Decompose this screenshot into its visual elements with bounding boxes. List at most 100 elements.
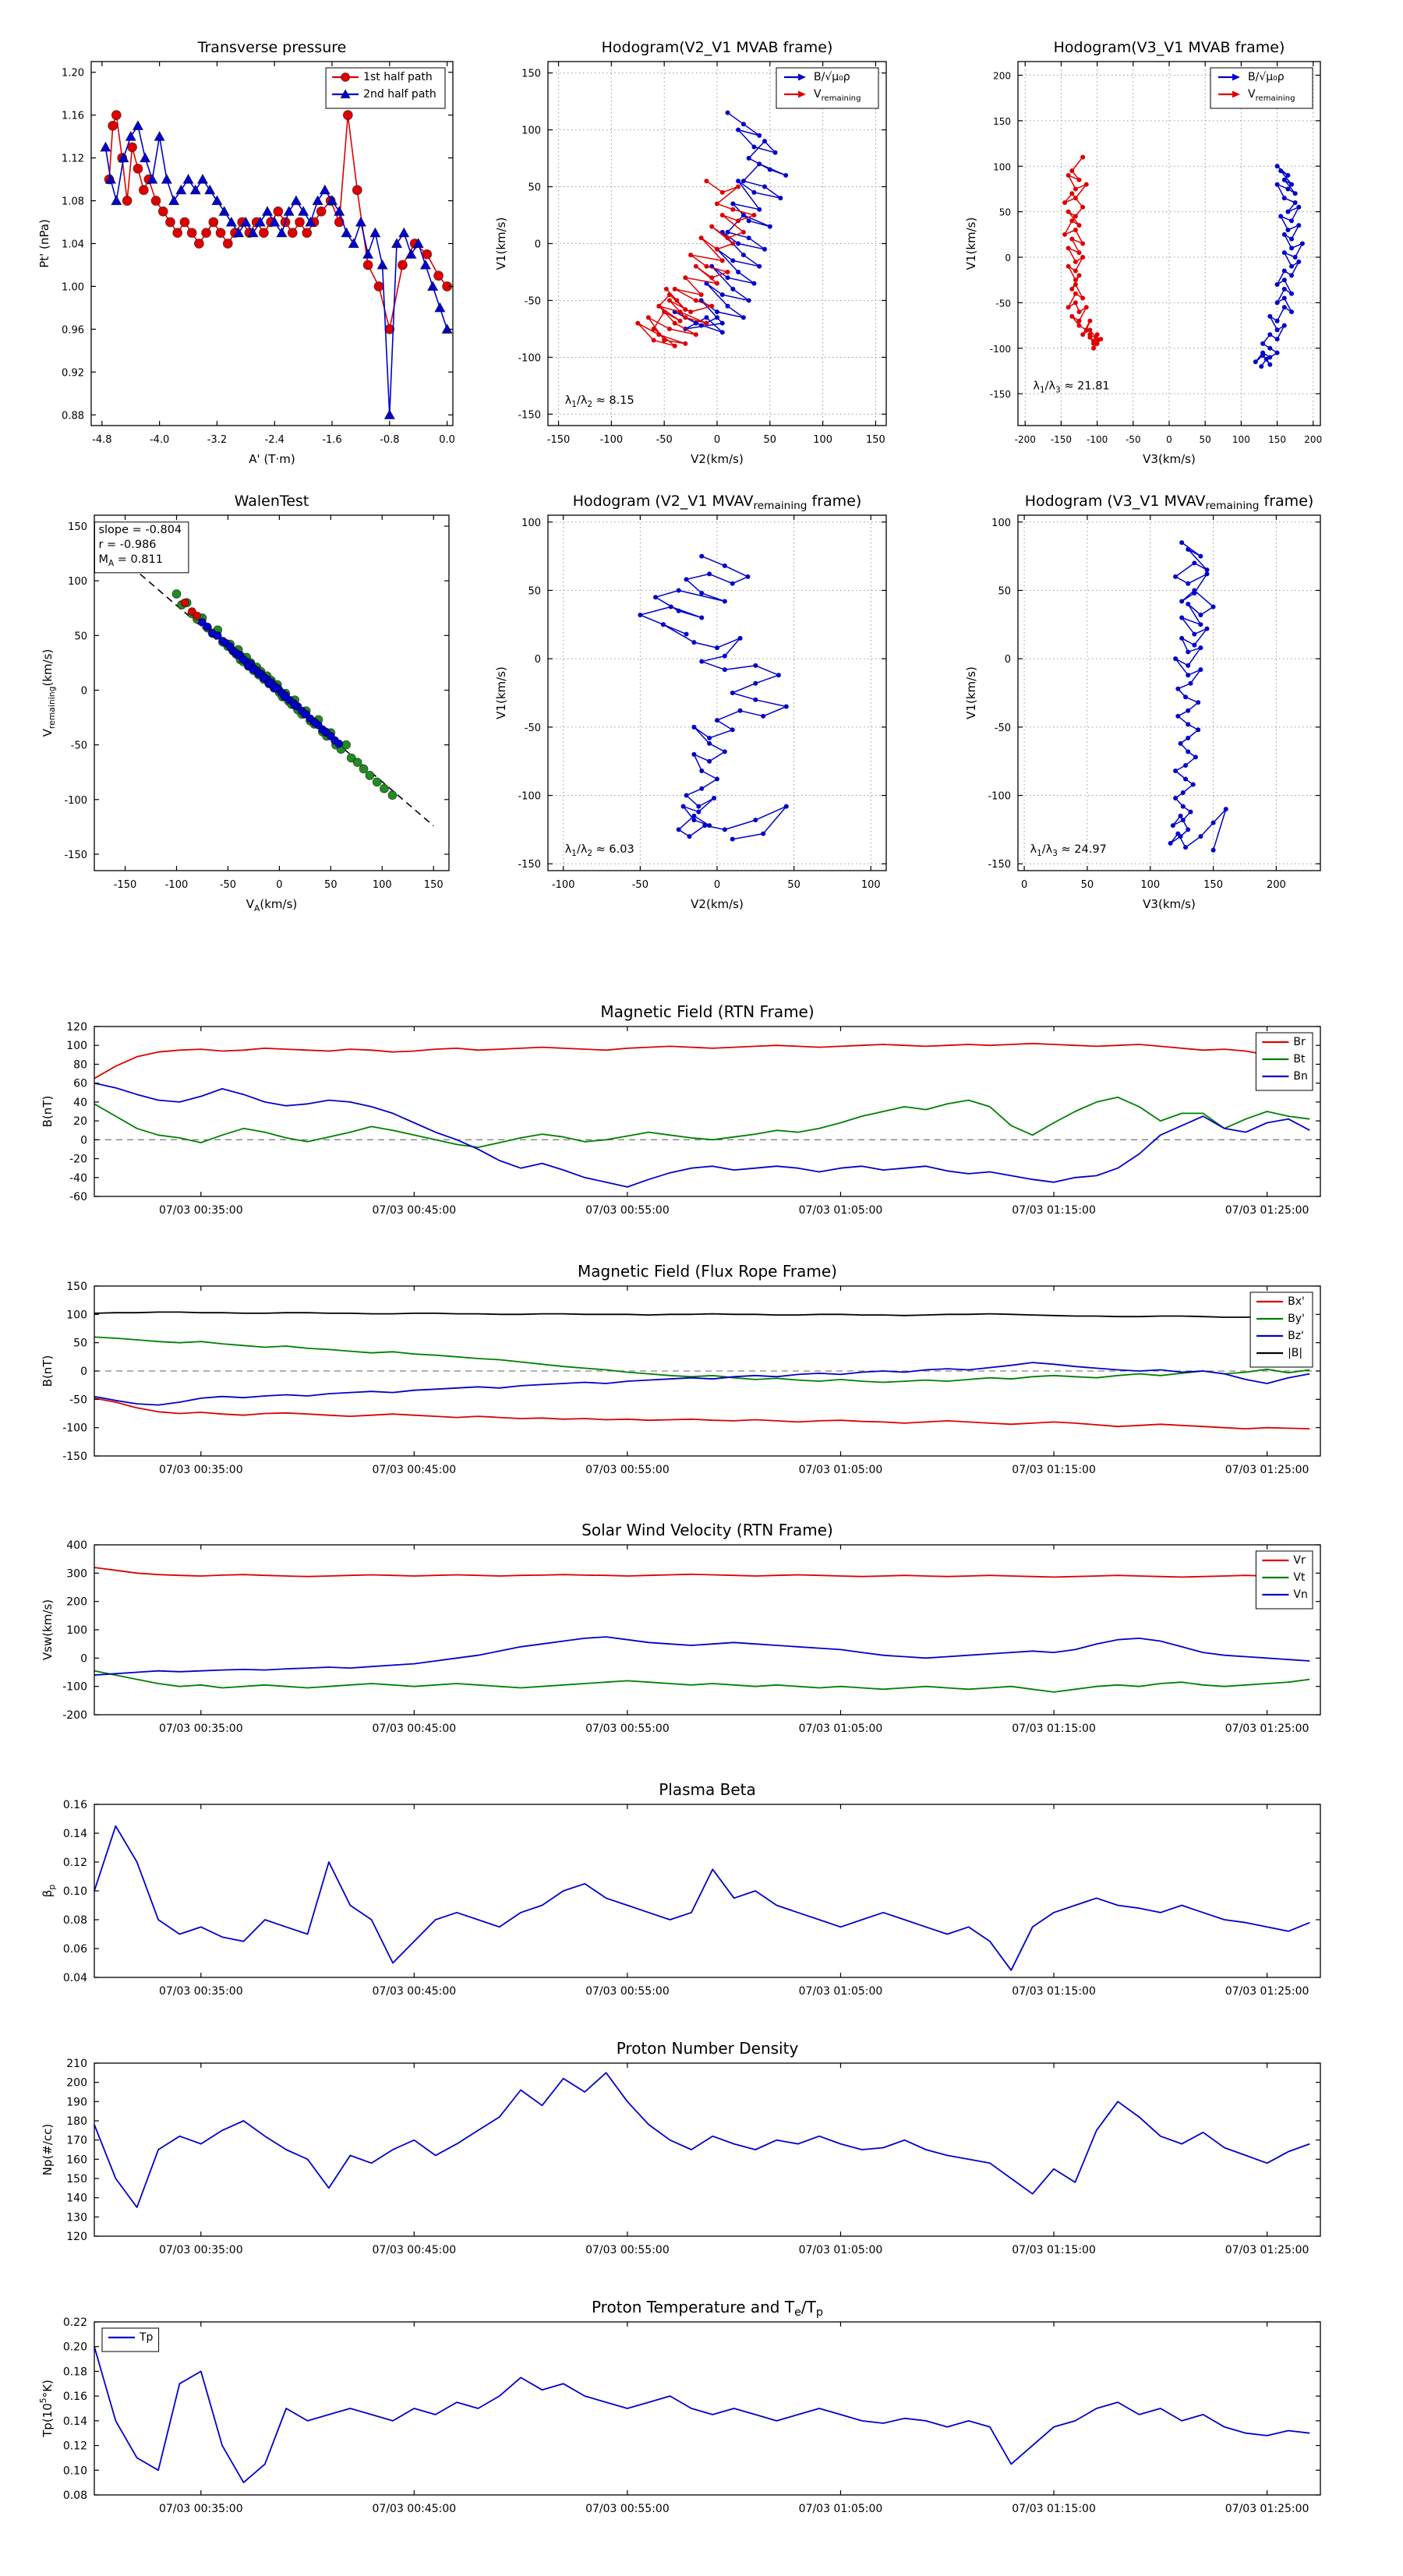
chart-transverse-pressure: -4.8 -4.0 -3.2 -2.4 -1.6 -0.8 0.0 0.88 0.92 0.96 1…: [37, 39, 455, 466]
axes-frame: [94, 2062, 1321, 2237]
y-tick-label: 80: [73, 1058, 87, 1071]
y-tick-label: 0.10: [63, 2465, 87, 2477]
legend-label: Vremaining: [814, 88, 861, 103]
y-tick-label: 0.18: [63, 2366, 87, 2378]
chart-title: WalenTest: [235, 493, 309, 510]
y-tick-label: -100: [64, 795, 87, 807]
ticks: 07/03 00:35:00 07/03 00:45:00 07/03 00:55:…: [63, 1799, 1320, 1998]
x-tick-label: -150: [114, 879, 137, 891]
y-axis-label: B(nT): [41, 1355, 55, 1387]
series-Bn: [94, 1082, 1310, 1188]
legend-label: Bn: [1293, 1070, 1307, 1083]
y-tick-label: 1.20: [62, 68, 84, 80]
x-tick-label: 07/03 00:55:00: [585, 2503, 670, 2515]
x-tick-label: -1.6: [322, 434, 341, 446]
ticks: -150 -100 -50 0 50 100 150 -150 -100 -50 0 50 100 150: [64, 515, 449, 891]
y-axis-label: V1(km/s): [964, 666, 978, 719]
y-tick-label: -100: [62, 1422, 87, 1435]
y-tick-label: 1.04: [62, 239, 84, 251]
x-tick-label: 0: [714, 434, 720, 446]
y-tick-label: 100: [68, 576, 87, 588]
x-tick-label: -100: [1087, 434, 1108, 445]
x-tick-label: 07/03 01:15:00: [1012, 1204, 1096, 1217]
x-tick-label: 07/03 01:25:00: [1225, 1723, 1309, 1735]
ticks: 07/03 00:35:00 07/03 00:45:00 07/03 00:55:…: [66, 1021, 1320, 1217]
x-tick-label: 07/03 01:05:00: [799, 2503, 883, 2515]
x-tick-label: 07/03 00:45:00: [373, 2503, 457, 2515]
ticks: 0 50 100 150 200 -150 -100 -50 0 50 100: [988, 515, 1320, 891]
y-tick-label: 140: [66, 2193, 87, 2205]
y-tick-label: 1.12: [62, 154, 84, 165]
y-tick-label: 120: [66, 1021, 87, 1034]
x-tick-label: 07/03 01:15:00: [1012, 2503, 1096, 2515]
y-tick-label: 300: [66, 1567, 87, 1580]
annotation-line: λ1/λ2 ≈ 8.15: [565, 394, 634, 409]
y-tick-label: -150: [988, 859, 1011, 871]
y-tick-label: 0: [80, 1134, 87, 1147]
y-axis-label: Vremaining(km/s): [41, 649, 57, 737]
x-tick-label: 07/03 01:05:00: [799, 2244, 883, 2256]
y-tick-label: 0.12: [63, 1857, 87, 1869]
ticks: 07/03 00:35:00 07/03 00:45:00 07/03 00:55:…: [66, 2058, 1320, 2256]
y-tick-label: 0.04: [63, 1972, 87, 1984]
chart-title: Hodogram (V2_V1 MVAVremaining frame): [573, 493, 862, 512]
x-axis-label: V2(km/s): [691, 897, 744, 911]
x-tick-label: -50: [632, 879, 648, 891]
legend-label: Br: [1293, 1036, 1306, 1048]
axes-frame: [94, 1026, 1321, 1197]
y-tick-label: 0.88: [62, 410, 84, 422]
x-tick-label: 07/03 00:35:00: [159, 1985, 243, 1998]
y-axis-label: Vsw(km/s): [41, 1599, 55, 1660]
y-tick-label: -150: [64, 850, 87, 861]
x-tick-label: 07/03 01:15:00: [1012, 1464, 1096, 1476]
legend-label: |B|: [1288, 1347, 1302, 1359]
y-tick-label: 130: [66, 2211, 87, 2224]
y-tick-label: 0: [81, 685, 87, 697]
x-tick-label: -2.4: [265, 434, 284, 446]
legend-label: Vremaining: [1248, 88, 1295, 103]
x-tick-label: 150: [1268, 434, 1286, 445]
x-tick-label: 50: [764, 434, 777, 446]
ticks: 07/03 00:35:00 07/03 00:45:00 07/03 00:55:…: [62, 1281, 1320, 1476]
series-Vremaining: [1062, 154, 1104, 351]
x-tick-label: 50: [787, 879, 800, 891]
chart-title: Solar Wind Velocity (RTN Frame): [581, 1521, 833, 1539]
y-tick-label: 0: [1005, 654, 1011, 666]
y-tick-label: 100: [993, 161, 1011, 172]
y-tick-label: 200: [66, 1596, 87, 1609]
y-tick-label: 0.06: [63, 1943, 87, 1956]
y-tick-label: 0.12: [63, 2440, 87, 2453]
y-tick-label: 50: [73, 1337, 87, 1350]
x-tick-label: 150: [424, 879, 444, 891]
x-tick-label: 0: [276, 879, 282, 891]
x-tick-label: 150: [1203, 879, 1223, 891]
x-tick-label: -50: [220, 879, 236, 891]
series-Tp: [94, 2346, 1310, 2483]
annotation: λ1/λ2 ≈ 6.03: [565, 843, 634, 858]
x-tick-label: 100: [861, 879, 881, 891]
x-tick-label: 50: [1200, 434, 1211, 445]
annotation-line: λ1/λ2 ≈ 6.03: [565, 843, 634, 858]
series-|B|: [94, 1311, 1310, 1318]
legend-label: 2nd half path: [363, 88, 436, 101]
series-By': [94, 1336, 1310, 1383]
series-Np: [94, 2072, 1310, 2208]
y-tick-label: -100: [988, 791, 1011, 803]
y-tick-label: 100: [991, 518, 1011, 529]
legend-label: 1st half path: [363, 71, 433, 83]
y-tick-label: 210: [66, 2058, 87, 2070]
y-axis-label: Np(#/cc): [41, 2124, 55, 2176]
y-tick-label: 50: [998, 585, 1011, 597]
series-Vn: [94, 1636, 1310, 1676]
y-axis-label: B(nT): [41, 1096, 55, 1128]
legend-label: Vr: [1293, 1554, 1306, 1567]
x-tick-label: 07/03 00:45:00: [373, 2244, 457, 2256]
annotation-line: λ1/λ3 ≈ 24.97: [1030, 843, 1107, 858]
x-tick-label: 100: [813, 434, 832, 446]
y-tick-label: -50: [525, 723, 541, 734]
ticks: 07/03 00:35:00 07/03 00:45:00 07/03 00:55:…: [63, 2316, 1320, 2515]
ticks: -150 -100 -50 0 50 100 150 -150 -100 -50 0 50 100 150: [518, 62, 886, 446]
legend-label: Tp: [139, 2331, 154, 2344]
x-tick-label: 07/03 01:15:00: [1012, 1985, 1096, 1998]
y-tick-label: -100: [518, 791, 541, 803]
